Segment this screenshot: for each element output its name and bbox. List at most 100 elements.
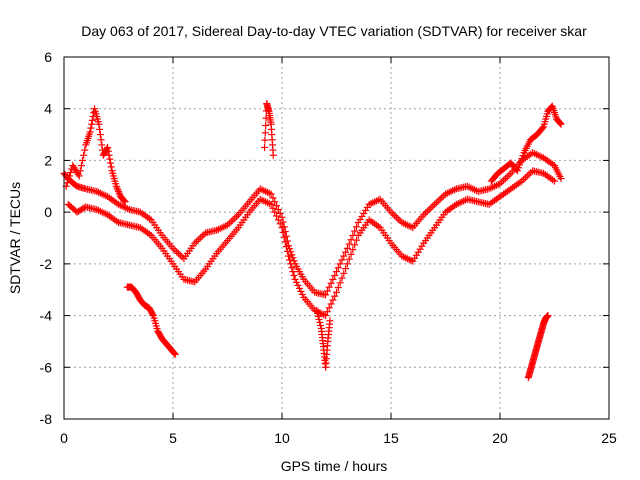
data-point-fill [314, 312, 322, 320]
data-point-fill [331, 292, 339, 300]
data-point-fill [342, 248, 350, 256]
data-point [343, 244, 351, 252]
data-point-fill [317, 321, 325, 329]
data-point-fill [273, 202, 281, 210]
data-point-fill [269, 194, 277, 202]
data-point-fill [120, 196, 128, 204]
data-point [513, 167, 521, 175]
data-point-fill [261, 136, 269, 144]
data-point [285, 252, 293, 260]
data-point [326, 317, 334, 325]
data-point [75, 172, 83, 180]
data-point-fill [316, 318, 324, 326]
data-point-fill [334, 264, 342, 272]
y-tick-label: 0 [44, 204, 52, 220]
data-point-fill [107, 163, 115, 171]
data-point-fill [323, 287, 331, 295]
y-tick-label: -2 [40, 256, 53, 272]
data-point [544, 312, 552, 320]
data-point-fill [556, 119, 564, 127]
data-point-fill [340, 252, 348, 260]
data-point-fill [539, 124, 547, 132]
data-point-fill [115, 189, 123, 197]
data-point-fill [88, 120, 96, 128]
points-layer [60, 100, 565, 382]
data-point-fill [517, 158, 525, 166]
data-point-fill [113, 184, 121, 192]
data-point-fill [323, 308, 331, 316]
data-point-fill [329, 296, 337, 304]
data-point-fill [325, 304, 333, 312]
data-point-fill [352, 223, 360, 231]
data-point [557, 175, 565, 183]
data-point-fill [329, 275, 337, 283]
data-point-fill [518, 155, 526, 163]
data-point [333, 268, 340, 276]
data-point-fill [288, 264, 296, 272]
data-point-fill [331, 271, 339, 279]
data-point-fill [327, 279, 335, 287]
data-point-fill [114, 186, 122, 194]
data-point-fill [338, 256, 346, 264]
data-point-fill [336, 279, 344, 287]
y-tick-label: 4 [44, 101, 52, 117]
data-point-fill [67, 168, 75, 176]
data-point-fill [149, 310, 157, 318]
data-point-fill [349, 246, 357, 254]
data-point-fill [65, 172, 73, 180]
data-point-fill [352, 236, 360, 244]
data-point-fill [282, 243, 290, 251]
data-point-fill [269, 204, 277, 212]
data-point-fill [286, 256, 294, 264]
data-point-fill [76, 167, 84, 175]
data-point [278, 224, 286, 232]
data-point-fill [104, 147, 112, 155]
data-point-fill [288, 251, 296, 259]
data-point [261, 144, 269, 151]
data-point-fill [170, 349, 178, 357]
data-point [104, 144, 112, 151]
data-point-fill [334, 284, 342, 292]
data-point-fill [271, 198, 279, 206]
data-point [557, 120, 565, 128]
data-point-fill [96, 131, 104, 139]
data-point [269, 151, 277, 159]
data-point-fill [295, 284, 303, 292]
data-point-fill [281, 238, 289, 246]
data-point-fill [98, 141, 106, 149]
data-point-fill [79, 156, 87, 164]
data-point-fill [519, 152, 527, 160]
data-point-fill [342, 265, 350, 273]
data-point-fill [279, 228, 287, 236]
data-point-fill [515, 164, 523, 172]
y-tick-label: 2 [44, 152, 52, 168]
data-point [333, 288, 340, 296]
data-point-fill [115, 187, 122, 195]
data-point [267, 190, 275, 198]
data-point-fill [170, 349, 178, 357]
data-point-fill [347, 250, 355, 258]
data-point-fill [80, 151, 88, 159]
x-tick-label: 25 [601, 430, 617, 446]
data-point-fill [106, 155, 114, 163]
data-point [551, 177, 558, 185]
x-tick-label: 20 [492, 430, 508, 446]
data-point-fill [298, 290, 306, 298]
data-point-fill [315, 315, 323, 323]
y-tick-label: -6 [40, 359, 53, 375]
data-point-fill [96, 125, 104, 133]
y-tick-label: 6 [44, 49, 52, 65]
x-axis-label: GPS time / hours [281, 458, 388, 474]
data-point [343, 260, 351, 268]
data-point-fill [290, 257, 298, 265]
data-point [313, 306, 321, 314]
data-point [291, 275, 299, 283]
data-point [322, 312, 330, 320]
data-point-fill [105, 151, 113, 159]
plot-frame [63, 56, 610, 420]
data-point-fill [345, 240, 353, 248]
x-tick-label: 10 [274, 430, 290, 446]
data-point [171, 350, 179, 358]
